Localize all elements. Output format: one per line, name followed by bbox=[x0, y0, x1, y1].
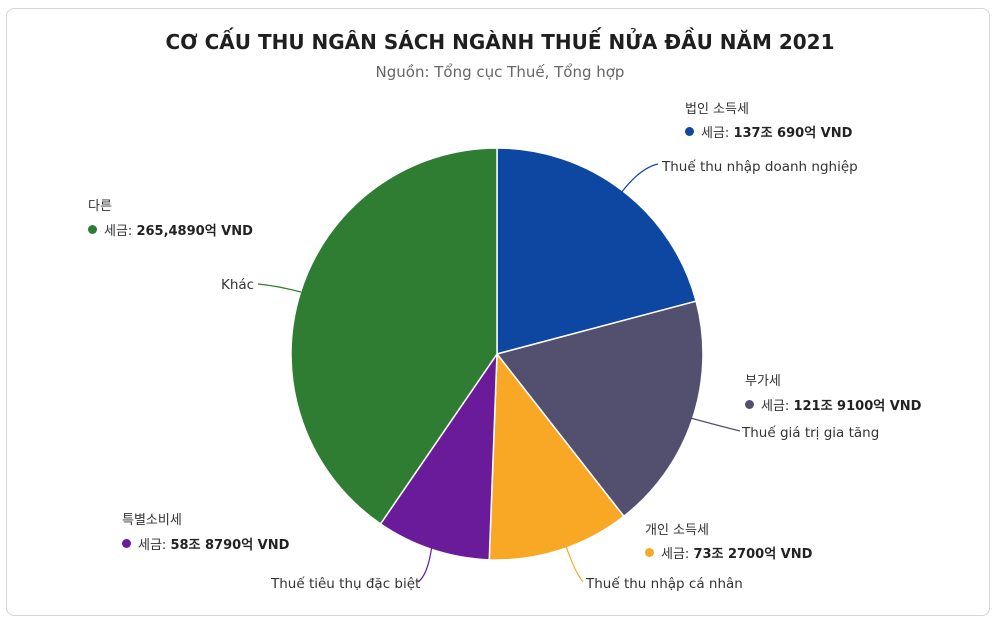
legend-dot-pit bbox=[645, 548, 654, 557]
value-prefix: 세금: bbox=[761, 399, 794, 414]
chart-subtitle: Nguồn: Tổng cục Thuế, Tổng hợp bbox=[375, 63, 625, 81]
callout-vat: Thuế giá trị gia tăng bbox=[742, 425, 880, 441]
slice-value-other: 세금: 265,4890억 VND bbox=[88, 220, 253, 239]
legend-dot-vat bbox=[745, 400, 754, 409]
value-prefix: 세금: bbox=[104, 224, 137, 239]
leader-line-sct bbox=[417, 544, 433, 583]
slice-value-sct: 세금: 58조 8790억 VND bbox=[122, 534, 289, 553]
leader-line-cit bbox=[620, 163, 659, 194]
slice-label-cit: 법인 소득세 bbox=[685, 102, 749, 117]
callout-cit: Thuế thu nhập doanh nghiệp bbox=[662, 159, 858, 175]
pie-slice-vat bbox=[495, 300, 704, 518]
slice-value-text: 58조 8790억 VND bbox=[170, 538, 290, 553]
slice-label-other: 다른 bbox=[88, 199, 112, 214]
callout-sct: Thuế tiêu thụ đặc biệt bbox=[271, 576, 421, 592]
leader-line-other bbox=[257, 283, 302, 293]
legend-dot-cit bbox=[685, 127, 694, 136]
slice-value-text: 265,4890억 VND bbox=[136, 224, 253, 239]
legend-dot-other bbox=[88, 225, 97, 234]
legend-dot-sct bbox=[122, 539, 131, 548]
chart-title: CƠ CẤU THU NGÂN SÁCH NGÀNH THUẾ NỬA ĐẦU … bbox=[165, 30, 835, 54]
slice-label-sct: 특별소비세 bbox=[122, 513, 182, 528]
value-prefix: 세금: bbox=[701, 126, 734, 141]
slice-label-vat: 부가세 bbox=[745, 374, 781, 389]
value-prefix: 세금: bbox=[661, 547, 694, 562]
slice-value-pit: 세금: 73조 2700억 VND bbox=[645, 543, 812, 562]
leader-line-pit bbox=[560, 529, 584, 583]
value-prefix: 세금: bbox=[138, 538, 171, 553]
slice-value-text: 121조 9100억 VND bbox=[793, 399, 922, 414]
slice-value-cit: 세금: 137조 690억 VND bbox=[685, 122, 852, 141]
callout-other: Khác bbox=[221, 277, 255, 293]
leader-line-vat bbox=[675, 413, 741, 432]
slice-label-pit: 개인 소득세 bbox=[645, 523, 709, 538]
pie-slice-pit bbox=[488, 351, 625, 561]
slice-value-text: 137조 690억 VND bbox=[733, 126, 853, 141]
callout-pit: Thuế thu nhập cá nhân bbox=[586, 576, 743, 592]
slice-value-vat: 세금: 121조 9100억 VND bbox=[745, 395, 921, 414]
slice-value-text: 73조 2700억 VND bbox=[693, 547, 813, 562]
pie-slice-sct bbox=[379, 351, 498, 561]
pie-slice-other bbox=[290, 147, 498, 525]
